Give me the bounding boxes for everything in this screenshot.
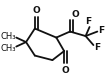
Text: CH₃: CH₃ [0, 44, 16, 53]
Text: O: O [71, 10, 79, 19]
Text: F: F [98, 26, 104, 35]
Text: O: O [62, 66, 69, 75]
Text: F: F [85, 17, 92, 26]
Text: CH₃: CH₃ [0, 32, 16, 41]
Text: F: F [94, 43, 101, 52]
Text: O: O [32, 6, 40, 15]
